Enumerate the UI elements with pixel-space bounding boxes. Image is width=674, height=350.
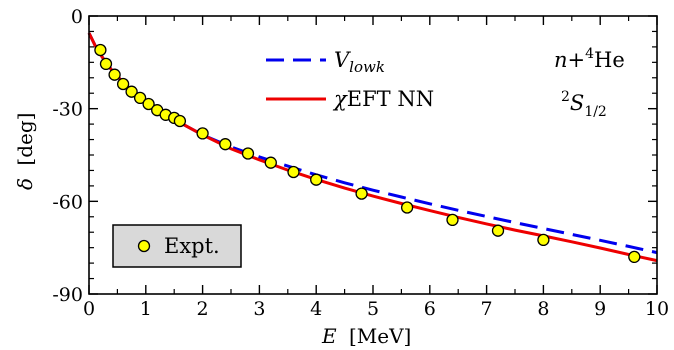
x-tick-label: 10	[645, 298, 669, 320]
legend-expt-box: Expt.	[112, 224, 242, 268]
data-point	[196, 127, 209, 140]
x-tick-label: 0	[83, 298, 95, 320]
plot-area	[87, 32, 658, 264]
legend-label-chieft: χEFT NN	[332, 87, 434, 111]
data-point	[628, 250, 641, 264]
data-point	[94, 43, 107, 57]
x-axis-variable: E	[321, 324, 337, 348]
data-point	[287, 165, 300, 179]
x-tick-label: 5	[367, 298, 379, 320]
axes: 0 1 2 3 4 5 6 7 8 9 10 0 -30 -60 -90	[52, 6, 669, 320]
wave-annotation: 2S1/2	[561, 89, 607, 120]
data-point	[446, 213, 459, 227]
x-tick-label: 1	[140, 298, 152, 320]
x-tick-label: 9	[594, 298, 606, 320]
data-point	[264, 156, 277, 169]
y-tick-label: 0	[71, 6, 83, 28]
legend-label-expt: Expt.	[164, 234, 220, 258]
data-point	[108, 68, 121, 81]
x-tick-label: 3	[253, 298, 265, 320]
x-tick-label: 6	[424, 298, 436, 320]
data-point	[142, 97, 155, 111]
data-point	[99, 57, 113, 71]
data-point	[116, 77, 130, 91]
data-point	[491, 224, 505, 237]
legend-marker-expt	[137, 239, 151, 253]
x-tick-label: 8	[537, 298, 549, 320]
data-point	[133, 91, 147, 105]
data-point	[219, 138, 232, 151]
y-tick-label: -30	[52, 99, 83, 121]
system-annotation: n+4He	[554, 46, 625, 72]
y-axis-label: δ [deg]	[13, 113, 37, 190]
data-point	[173, 114, 187, 128]
data-point	[310, 173, 323, 186]
y-tick-label: -90	[52, 284, 83, 306]
data-point	[241, 147, 255, 160]
legend-label-vlowk: Vlowk	[334, 48, 385, 76]
x-tick-label: 7	[481, 298, 493, 320]
x-tick-label: 2	[197, 298, 209, 320]
y-axis-unit: [deg]	[13, 113, 37, 166]
data-point	[400, 201, 414, 214]
legend-top: Vlowk χEFT NN	[266, 48, 434, 111]
y-tick-label: -60	[52, 191, 83, 213]
data-point	[125, 85, 138, 98]
x-tick-label: 4	[310, 298, 322, 320]
x-axis-unit: [MeV]	[349, 324, 411, 348]
data-point	[537, 233, 550, 247]
y-axis-variable: δ	[13, 178, 37, 190]
x-axis-label: E [MeV]	[321, 324, 411, 348]
data-point	[355, 187, 368, 200]
legend-expt-background	[112, 224, 242, 268]
